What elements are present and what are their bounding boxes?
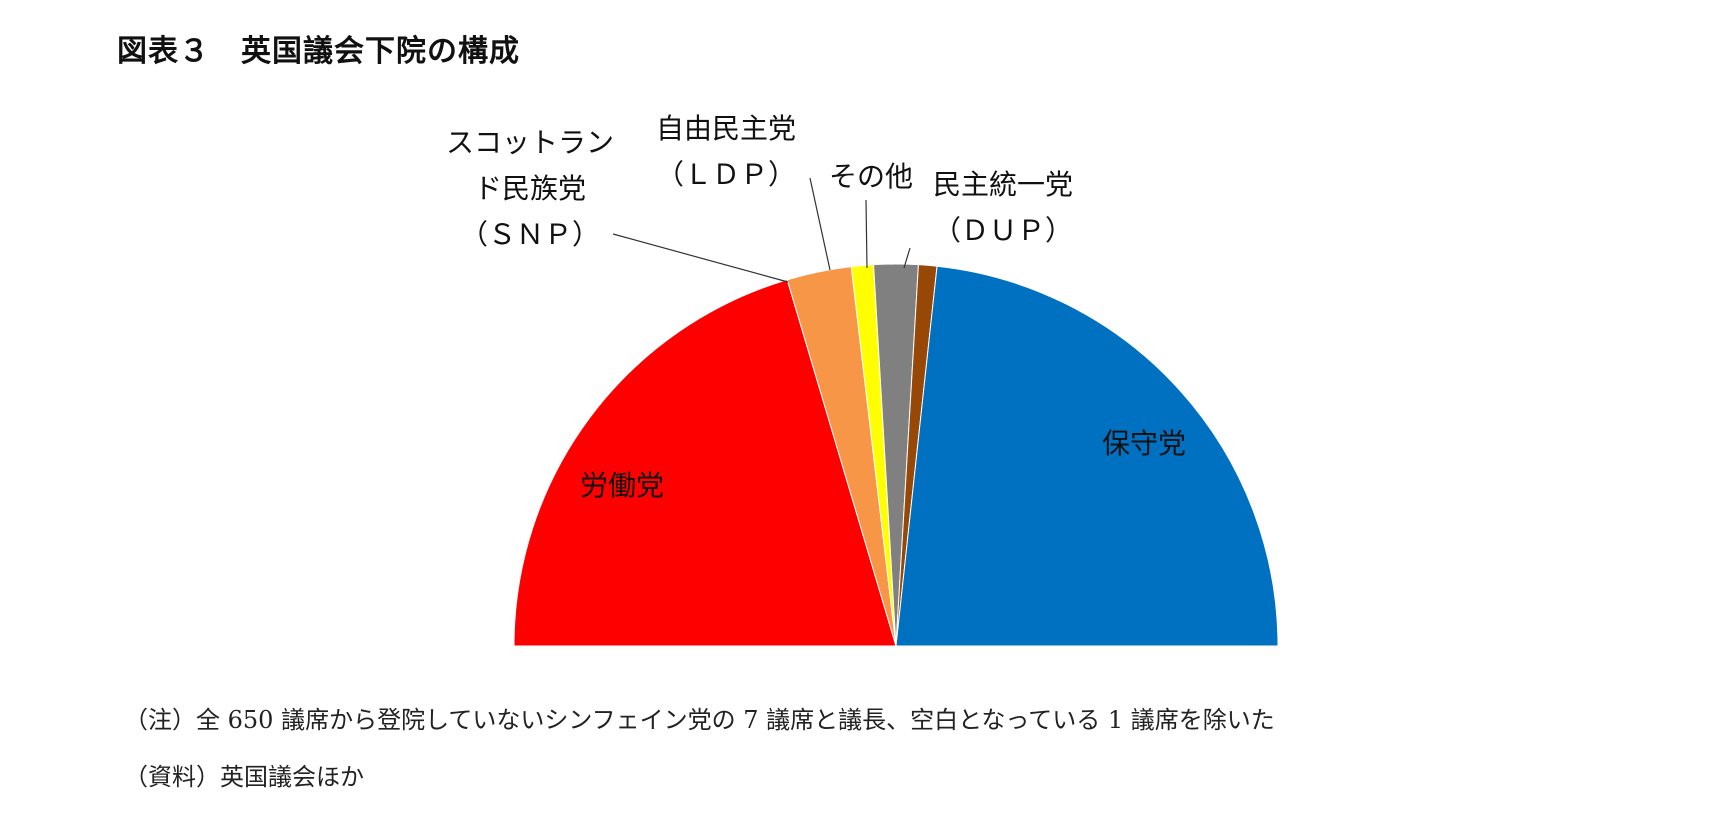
leader-line-3 [809, 177, 831, 271]
slice-label-6: 保守党 [1102, 427, 1186, 460]
slice-label-3: 自由民主党 （ＬＤＰ） [656, 112, 796, 191]
slice-label-5: 民主統一党 （ＤＵＰ） [933, 168, 1073, 247]
leader-line-5 [903, 247, 911, 269]
slice-label-line: 労働党 [580, 469, 664, 502]
slice-label-line: 自由民主党 [656, 112, 796, 145]
semicircle-pie-chart: 労働党 スコットランド民族党 （ＳＮＰ） 自由民主党 （ＬＤＰ） その他 民主統一党 （ＤＵＰ… [446, 112, 1279, 647]
slice-label-line: ド民族党 [474, 172, 586, 205]
footnote-source: （資料）英国議会ほか [124, 763, 364, 791]
slice-label-line: （ＳＮＰ） [460, 218, 600, 251]
slice-labels: 労働党 スコットランド民族党 （ＳＮＰ） 自由民主党 （ＬＤＰ） その他 民主統一党 （ＤＵＰ… [446, 112, 1186, 502]
slice-label-line: 民主統一党 [933, 168, 1073, 201]
slice-label-line: （ＬＤＰ） [656, 158, 796, 191]
pie-slice-1 [513, 279, 897, 647]
chart-title: 図表３ 英国議会下院の構成 [117, 34, 520, 69]
leader-line-4 [865, 199, 868, 269]
leader-line-2 [612, 233, 789, 283]
slice-label-2: スコットランド民族党 （ＳＮＰ） [446, 126, 614, 251]
footnote-note: （注）全 650 議席から登院していないシンフェイン党の 7 議席と議長、空白と… [124, 706, 1275, 734]
slice-label-1: 労働党 [580, 469, 664, 502]
slice-label-line: その他 [829, 160, 913, 193]
pie-slice-6 [895, 265, 1279, 647]
slice-label-line: 保守党 [1102, 427, 1186, 460]
slice-label-line: スコットラン [446, 126, 614, 159]
slice-label-4: その他 [829, 160, 913, 193]
pie-slices [513, 263, 1279, 647]
label-leader-lines [612, 177, 911, 283]
slice-label-line: （ＤＵＰ） [933, 214, 1073, 247]
